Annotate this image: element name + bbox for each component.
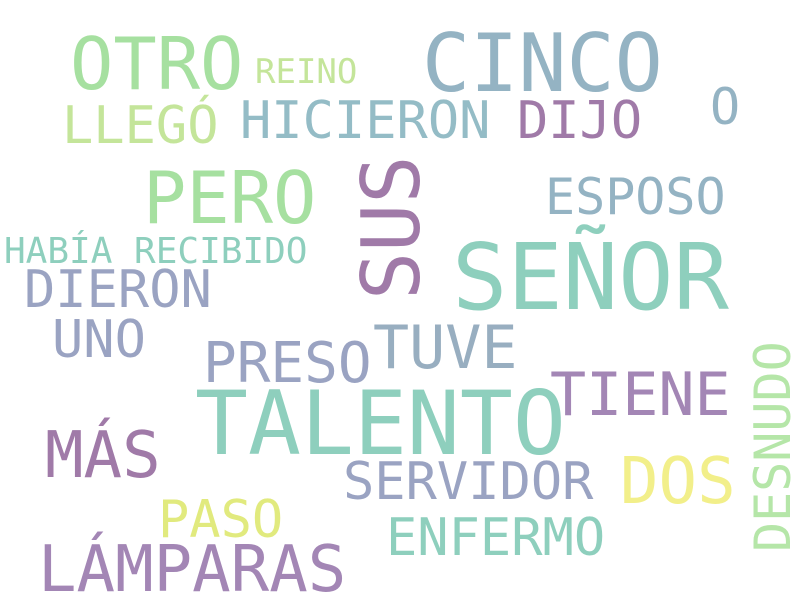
word-cinco: CINCO bbox=[422, 17, 663, 110]
word-tiene: TIENE bbox=[550, 360, 731, 430]
word-tuve: TUVE bbox=[373, 313, 518, 383]
word-o: O bbox=[710, 78, 741, 136]
word-sus: SUS bbox=[345, 155, 438, 301]
word-dos: DOS bbox=[620, 445, 736, 519]
word-habia-recibido: HABÍA RECIBIDO bbox=[4, 231, 308, 272]
word-lamparas: LÁMPARAS bbox=[38, 533, 347, 600]
word-esposo: ESPOSO bbox=[545, 168, 726, 226]
word-dieron: DIERON bbox=[24, 260, 212, 320]
word-talento: TALENTO bbox=[195, 372, 566, 475]
word-enfermo: ENFERMO bbox=[386, 508, 606, 568]
word-preso: PRESO bbox=[203, 331, 372, 396]
word-reino: REINO bbox=[255, 52, 358, 92]
word-paso: PASO bbox=[158, 490, 284, 550]
word-hicieron: HICIERON bbox=[240, 91, 491, 151]
word-pero: PERO bbox=[143, 156, 317, 240]
word-mas: MÁS bbox=[45, 419, 161, 493]
word-servidor: SERVIDOR bbox=[343, 452, 594, 512]
word-desnudo: DESNUDO bbox=[744, 341, 800, 552]
word-otro: OTRO bbox=[70, 22, 244, 106]
word-uno: UNO bbox=[52, 310, 146, 370]
word-dijo: DIJO bbox=[517, 91, 643, 151]
word-llego: LLEGÓ bbox=[62, 96, 219, 156]
word-senor: SEÑOR bbox=[452, 224, 729, 331]
